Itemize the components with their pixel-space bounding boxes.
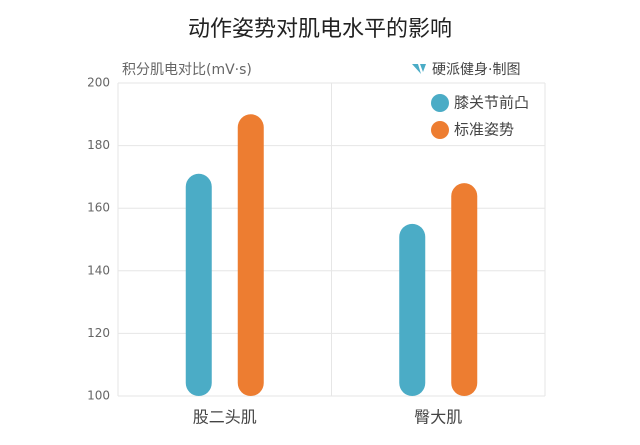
legend-marker — [431, 94, 449, 112]
legend-marker — [431, 121, 449, 139]
y-tick-label: 160 — [87, 201, 110, 215]
bar — [451, 183, 478, 396]
y-tick-label: 100 — [87, 389, 110, 403]
source: 硬派健身·制图 — [432, 62, 520, 78]
chart-title: 动作姿势对肌电水平的影响 — [188, 17, 452, 42]
legend-label: 标准姿势 — [454, 121, 514, 139]
y-tick-label: 120 — [87, 326, 110, 340]
y-tick-label: 140 — [87, 263, 110, 277]
x-tick-label: 臀大肌 — [414, 408, 462, 427]
bar — [399, 223, 426, 396]
bar — [237, 114, 264, 397]
bar — [185, 173, 212, 396]
x-tick-label: 股二头肌 — [193, 408, 257, 427]
y-tick-label: 200 — [87, 76, 110, 90]
y-tick-label: 180 — [87, 138, 110, 152]
brand-logo — [412, 64, 426, 74]
legend-label: 膝关节前凸 — [454, 94, 529, 112]
y-axis-label: 积分肌电对比(mV·s) — [122, 62, 252, 78]
